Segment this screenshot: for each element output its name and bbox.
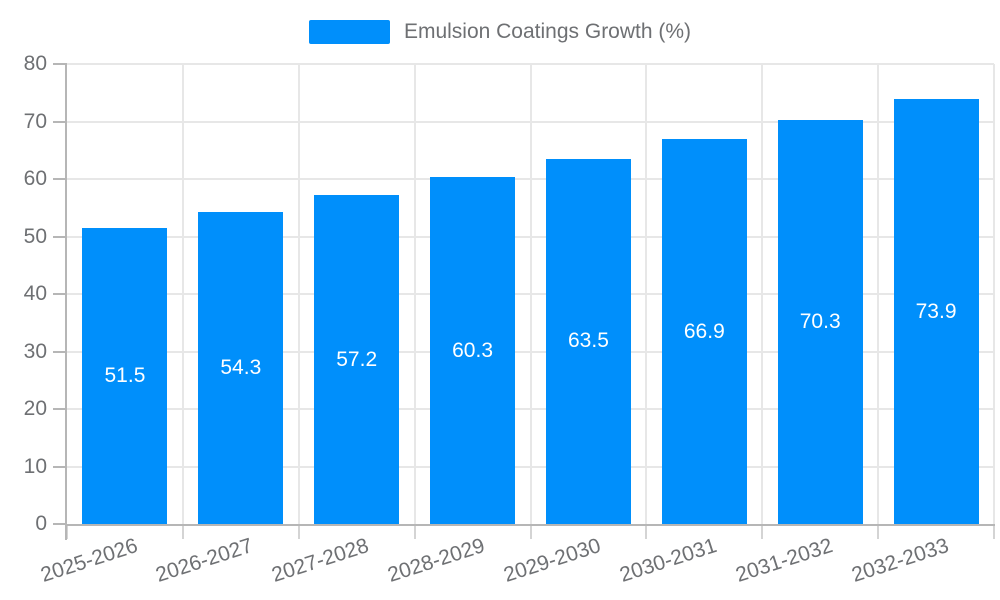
y-axis-label: 0: [35, 512, 47, 535]
bar-2030-2031[interactable]: 66.9: [661, 139, 747, 524]
bar-2028-2029[interactable]: 60.3: [430, 177, 516, 524]
y-axis-label: 30: [23, 339, 47, 363]
y-axis-label: 70: [23, 109, 47, 133]
bar-value-label: 73.9: [915, 299, 957, 323]
x-gridline: [529, 64, 532, 524]
plot-area: 51.5 54.3 57.2 60.3 63.5 66.9 70.3 73.9: [67, 63, 995, 524]
y-axis-label: 80: [23, 52, 47, 75]
y-axis-label: 60: [23, 167, 47, 190]
y-axis-tick: [53, 465, 67, 468]
y-axis-label: 20: [23, 397, 47, 420]
x-gridline: [645, 64, 648, 524]
x-axis-label: 2032-2033: [848, 534, 952, 587]
y-axis-tick: [53, 293, 67, 295]
x-gridline: [993, 64, 995, 524]
y-axis-tick: [53, 235, 67, 238]
x-axis-tick: [761, 524, 764, 539]
x-gridline: [181, 64, 184, 524]
y-axis-tick: [53, 178, 67, 180]
bar-value-label: 60.3: [452, 338, 493, 362]
legend-item-emulsion-coatings-growth[interactable]: Emulsion Coatings Growth (%): [308, 19, 692, 45]
x-gridline: [297, 64, 300, 524]
x-axis-label: 2031-2032: [732, 534, 836, 587]
legend: Emulsion Coatings Growth (%): [0, 19, 1000, 45]
x-axis-label: 2030-2031: [616, 534, 720, 587]
legend-label: Emulsion Coatings Growth (%): [403, 20, 692, 43]
y-axis-label: 40: [23, 282, 47, 305]
y-axis-tick: [53, 120, 67, 123]
bar-value-label: 63.5: [568, 329, 609, 353]
bar-2025-2026[interactable]: 51.5: [82, 227, 168, 524]
bar-value-label: 66.9: [683, 319, 725, 343]
y-axis-tick: [53, 408, 67, 410]
bar-value-label: 70.3: [799, 309, 841, 333]
bar-2032-2033[interactable]: 73.9: [893, 99, 979, 524]
bar-value-label: 51.5: [104, 363, 146, 387]
x-axis-tick: [413, 524, 416, 539]
x-axis-tick: [297, 524, 300, 539]
bar-2029-2030[interactable]: 63.5: [545, 158, 631, 524]
y-axis-label: 10: [23, 454, 47, 478]
x-axis-line: [65, 524, 995, 526]
y-axis-tick: [53, 350, 67, 353]
y-axis-label: 50: [23, 224, 47, 248]
y-axis-tick: [53, 63, 67, 65]
x-axis-tick: [993, 524, 995, 539]
x-axis-tick: [645, 524, 648, 539]
y-axis-tick: [53, 523, 67, 525]
x-axis-tick: [877, 524, 880, 539]
y-axis-line: [65, 64, 67, 540]
x-axis-tick: [66, 524, 68, 539]
x-axis-tick: [181, 524, 184, 539]
x-axis-label: 2025-2026: [37, 534, 141, 587]
x-axis-label: 2027-2028: [269, 534, 372, 587]
x-axis-label: 2026-2027: [153, 534, 256, 587]
x-gridline: [761, 64, 764, 524]
bar-2026-2027[interactable]: 54.3: [198, 211, 284, 524]
bar-value-label: 57.2: [336, 347, 378, 371]
x-gridline: [413, 64, 416, 524]
bar-2027-2028[interactable]: 57.2: [314, 195, 400, 524]
x-axis-label: 2029-2030: [500, 534, 604, 587]
legend-swatch: [308, 20, 390, 44]
bar-value-label: 54.3: [220, 355, 262, 379]
x-axis-tick: [529, 524, 532, 539]
x-gridline: [877, 64, 880, 524]
bar-2031-2032[interactable]: 70.3: [777, 119, 863, 524]
x-axis-label: 2028-2029: [385, 534, 488, 587]
